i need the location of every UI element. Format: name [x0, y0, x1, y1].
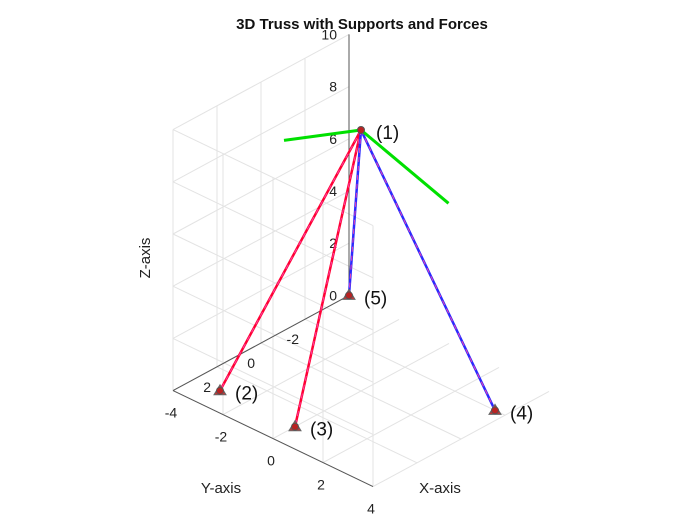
node-label: (1) [376, 123, 399, 144]
node-label: (5) [364, 288, 387, 309]
node-marker [491, 406, 499, 415]
force-vector [360, 128, 450, 205]
z-tick-label: 4 [329, 183, 337, 199]
left-wall-grid-line [172, 242, 350, 339]
x-axis-line [172, 390, 374, 488]
z-tick-label: 6 [329, 131, 337, 147]
x-tick-label: 2 [317, 477, 325, 493]
node-label: (3) [310, 420, 333, 441]
node-label: (4) [510, 403, 533, 424]
y-tick-label: -2 [287, 331, 300, 347]
y-tick-label: 2 [203, 379, 211, 395]
node-label: (2) [235, 384, 258, 405]
right-wall-grid-line [172, 181, 374, 279]
chart-title: 3D Truss with Supports and Forces [236, 16, 488, 33]
z-tick-label: 2 [329, 235, 337, 251]
truss-members [218, 129, 497, 427]
left-wall-grid-line [172, 86, 350, 183]
right-wall-grid-line [172, 129, 374, 227]
node-marker [345, 291, 353, 300]
truss-member-dash [294, 129, 362, 427]
y-tick-label: 0 [247, 355, 255, 371]
z-axis-label: Z-axis [137, 238, 154, 279]
node-marker [216, 386, 224, 395]
z-tick-label: 10 [321, 26, 337, 42]
floor-grid-line [304, 318, 506, 416]
tick-labels: 0 2 4 6 8 10 -2 0 2 -4 -2 0 2 4 [165, 26, 375, 516]
y-axis-label: Y-axis [201, 480, 241, 497]
x-tick-label: 0 [267, 453, 275, 469]
left-wall-grid-line [172, 33, 350, 131]
grid-lines [172, 33, 550, 488]
truss-member-dash [348, 129, 362, 296]
truss-member-dash [360, 129, 496, 411]
right-wall-grid-line [172, 285, 374, 383]
z-tick-label: 0 [329, 287, 337, 303]
x-tick-label: -2 [215, 429, 228, 445]
floor-grid-line [260, 342, 462, 440]
floor-grid-line [216, 366, 418, 464]
node-marker [357, 126, 365, 134]
right-wall-grid-line [172, 337, 374, 435]
left-wall-grid-line [172, 138, 350, 235]
truss-nodes: (1) (2) (3) (4) (5) [213, 123, 533, 441]
force-vector [283, 128, 362, 142]
z-tick-label: 8 [329, 79, 337, 95]
truss-member-dash [219, 129, 362, 391]
x-tick-label: -4 [165, 405, 178, 421]
node-marker [291, 422, 299, 431]
x-axis-label: X-axis [419, 480, 461, 497]
right-wall-grid-line [172, 233, 374, 331]
force-vectors [283, 128, 450, 205]
x-tick-label: 4 [367, 501, 375, 517]
